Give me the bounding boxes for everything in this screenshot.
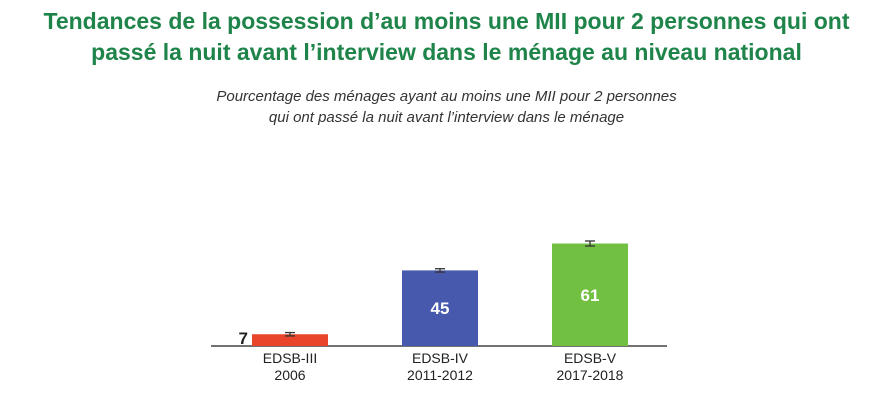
category-label-3-line-1: EDSB-V xyxy=(564,350,617,366)
error-bar-1 xyxy=(285,331,295,337)
chart-title-line-1: Tendances de la possession d’au moins un… xyxy=(43,8,850,34)
bar-1 xyxy=(252,334,328,346)
data-label-3: 61 xyxy=(581,286,600,305)
category-label-3-line-2: 2017-2018 xyxy=(557,367,624,383)
category-label-2-line-1: EDSB-IV xyxy=(412,350,469,366)
chart-title-line-2: passé la nuit avant l’interview dans le … xyxy=(91,39,802,65)
category-label-1-line-2: 2006 xyxy=(274,367,305,383)
chart-subtitle-line-2: qui ont passé la nuit avant l’interview … xyxy=(268,109,625,126)
data-label-2: 45 xyxy=(431,299,450,318)
error-bar-3 xyxy=(585,240,595,247)
chart-title: Tendances de la possession d’au moins un… xyxy=(0,6,893,68)
bar-2 xyxy=(402,270,478,346)
category-label-2-line-2: 2011-2012 xyxy=(407,367,473,383)
chart-subtitle: Pourcentage des ménages ayant au moins u… xyxy=(0,86,893,128)
error-bar-2 xyxy=(435,268,445,273)
chart-subtitle-line-1: Pourcentage des ménages ayant au moins u… xyxy=(216,88,677,105)
category-label-1-line-1: EDSB-III xyxy=(263,350,317,366)
bar-3 xyxy=(552,243,628,346)
data-label-1: 7 xyxy=(239,329,248,348)
